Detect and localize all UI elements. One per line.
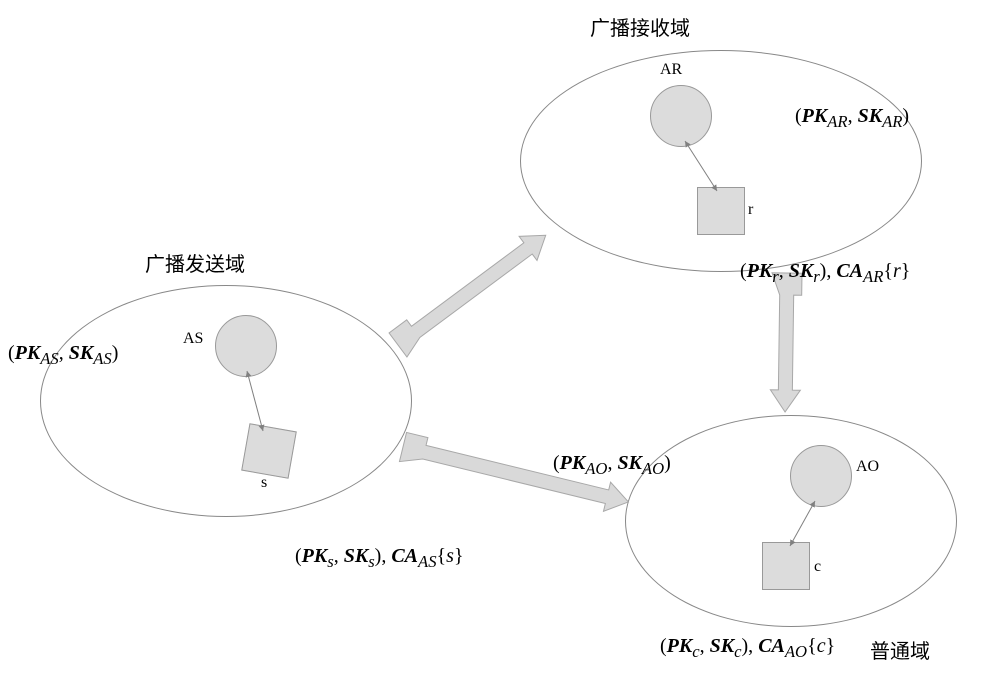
ellipse-recv-domain <box>520 50 922 272</box>
label-as: AS <box>183 330 203 348</box>
label-s: s <box>261 474 267 492</box>
ellipse-common-domain <box>625 415 957 627</box>
node-ar-circle <box>650 85 712 147</box>
keys-common-domain: (PKAO, SKAO) <box>553 452 671 479</box>
node-c-square <box>762 542 810 590</box>
keys-common-node: (PKc, SKc), CAAO{c} <box>660 635 835 662</box>
keys-send-domain: (PKAS, SKAS) <box>8 342 118 369</box>
keys-recv-domain: (PKAR, SKAR) <box>795 105 909 132</box>
node-r-square <box>697 187 745 235</box>
title-send: 广播发送域 <box>145 248 245 277</box>
keys-send-node: (PKs, SKs), CAAS{s} <box>295 545 464 572</box>
title-recv: 广播接收域 <box>590 12 690 41</box>
keys-recv-node: (PKr, SKr), CAAR{r} <box>740 260 910 287</box>
big-arrow-recv-common <box>770 273 802 412</box>
ellipse-send-domain <box>40 285 412 517</box>
label-ar: AR <box>660 61 682 79</box>
node-ao-circle <box>790 445 852 507</box>
node-s-square <box>241 423 297 479</box>
diagram-stage: 广播发送域 广播接收域 普通域 AS s AR r AO c (PKAS, SK… <box>0 0 1000 697</box>
big-arrow-send-recv <box>389 223 555 357</box>
label-ao: AO <box>856 458 879 476</box>
label-r: r <box>748 201 753 219</box>
label-c: c <box>814 558 821 576</box>
node-as-circle <box>215 315 277 377</box>
title-common: 普通域 <box>870 635 930 664</box>
